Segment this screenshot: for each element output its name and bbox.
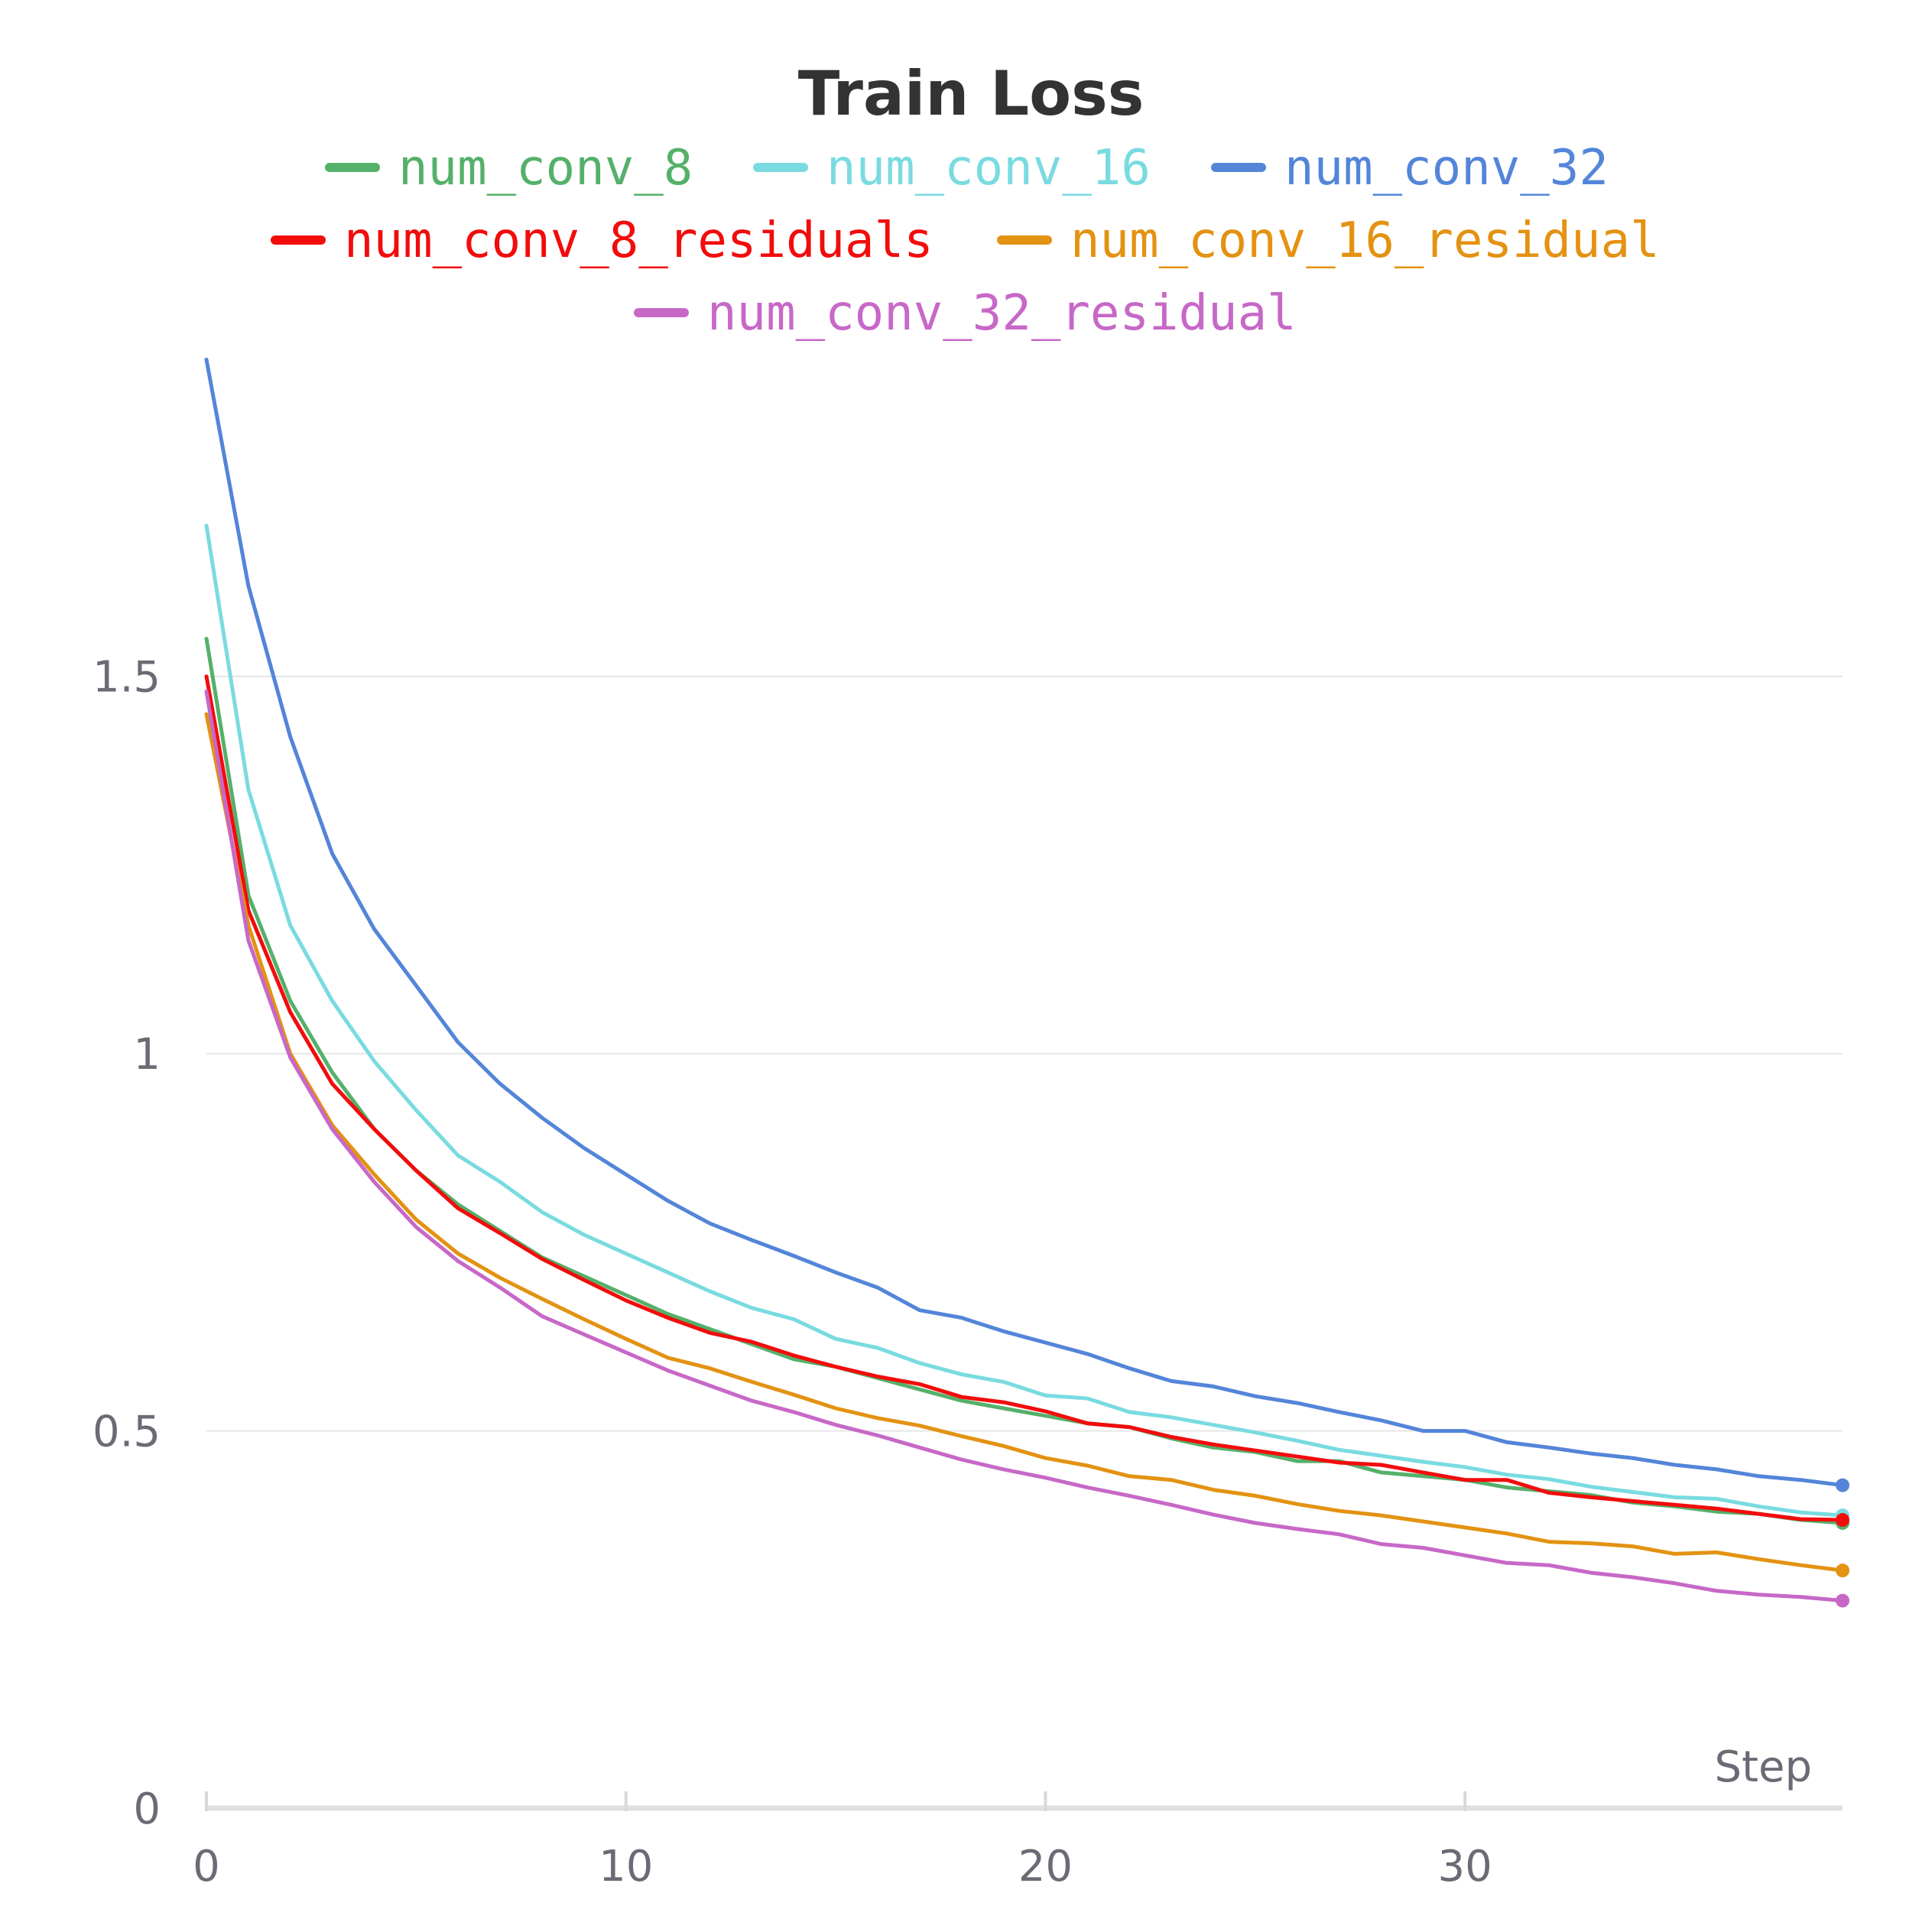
series-end-point-num_conv_8_residuals xyxy=(1836,1513,1849,1528)
x-axis: 0 10 20 30 xyxy=(193,1791,1843,1891)
chart-title: Train Loss xyxy=(798,58,1145,129)
series-line-num_conv_8_residuals xyxy=(204,674,1845,1522)
grid-lines xyxy=(206,675,1843,1432)
legend-item-num_conv_8[interactable]: num_conv_8 xyxy=(325,140,693,196)
series-lines xyxy=(204,357,1845,1603)
x-tick-label: 30 xyxy=(1438,1842,1492,1891)
x-tick-label: 20 xyxy=(1018,1842,1073,1891)
y-tick-label: 0 xyxy=(133,1784,161,1834)
legend-label: num_conv_32 xyxy=(1284,140,1609,196)
series-line-num_conv_16 xyxy=(204,523,1845,1518)
legend[interactable]: num_conv_8 num_conv_16 num_conv_32 num_conv… xyxy=(271,140,1660,342)
y-tick-label: 0.5 xyxy=(93,1408,161,1457)
legend-item-num_conv_32_residual[interactable]: num_conv_32_residual xyxy=(634,285,1297,342)
x-tick-label: 10 xyxy=(599,1842,653,1891)
legend-item-num_conv_16_residual[interactable]: num_conv_16_residual xyxy=(997,213,1660,269)
legend-item-num_conv_32[interactable]: num_conv_32 xyxy=(1211,140,1609,196)
series-end-point-num_conv_32_residual xyxy=(1836,1593,1849,1608)
legend-item-num_conv_8_residuals[interactable]: num_conv_8_residuals xyxy=(271,213,934,269)
x-tick-label: 0 xyxy=(193,1842,220,1891)
legend-label: num_conv_16 xyxy=(826,140,1151,196)
legend-label: num_conv_8_residuals xyxy=(344,213,934,269)
y-axis: 0 0.5 1 1.5 xyxy=(93,653,161,1834)
legend-label: num_conv_16_residual xyxy=(1070,213,1660,269)
series-end-point-num_conv_32 xyxy=(1836,1478,1849,1492)
series-end-point-num_conv_16_residual xyxy=(1836,1563,1849,1578)
y-tick-label: 1.5 xyxy=(93,653,161,703)
series-end-points xyxy=(1836,1478,1849,1608)
x-axis-label: Step xyxy=(1714,1742,1812,1792)
y-tick-label: 1 xyxy=(133,1030,161,1080)
series-line-num_conv_32 xyxy=(204,357,1845,1488)
series-line-num_conv_32_residual xyxy=(204,690,1845,1603)
legend-label: num_conv_32_residual xyxy=(707,285,1297,342)
legend-label: num_conv_8 xyxy=(398,140,693,196)
series-line-num_conv_16_residual xyxy=(204,712,1845,1573)
legend-item-num_conv_16[interactable]: num_conv_16 xyxy=(753,140,1151,196)
